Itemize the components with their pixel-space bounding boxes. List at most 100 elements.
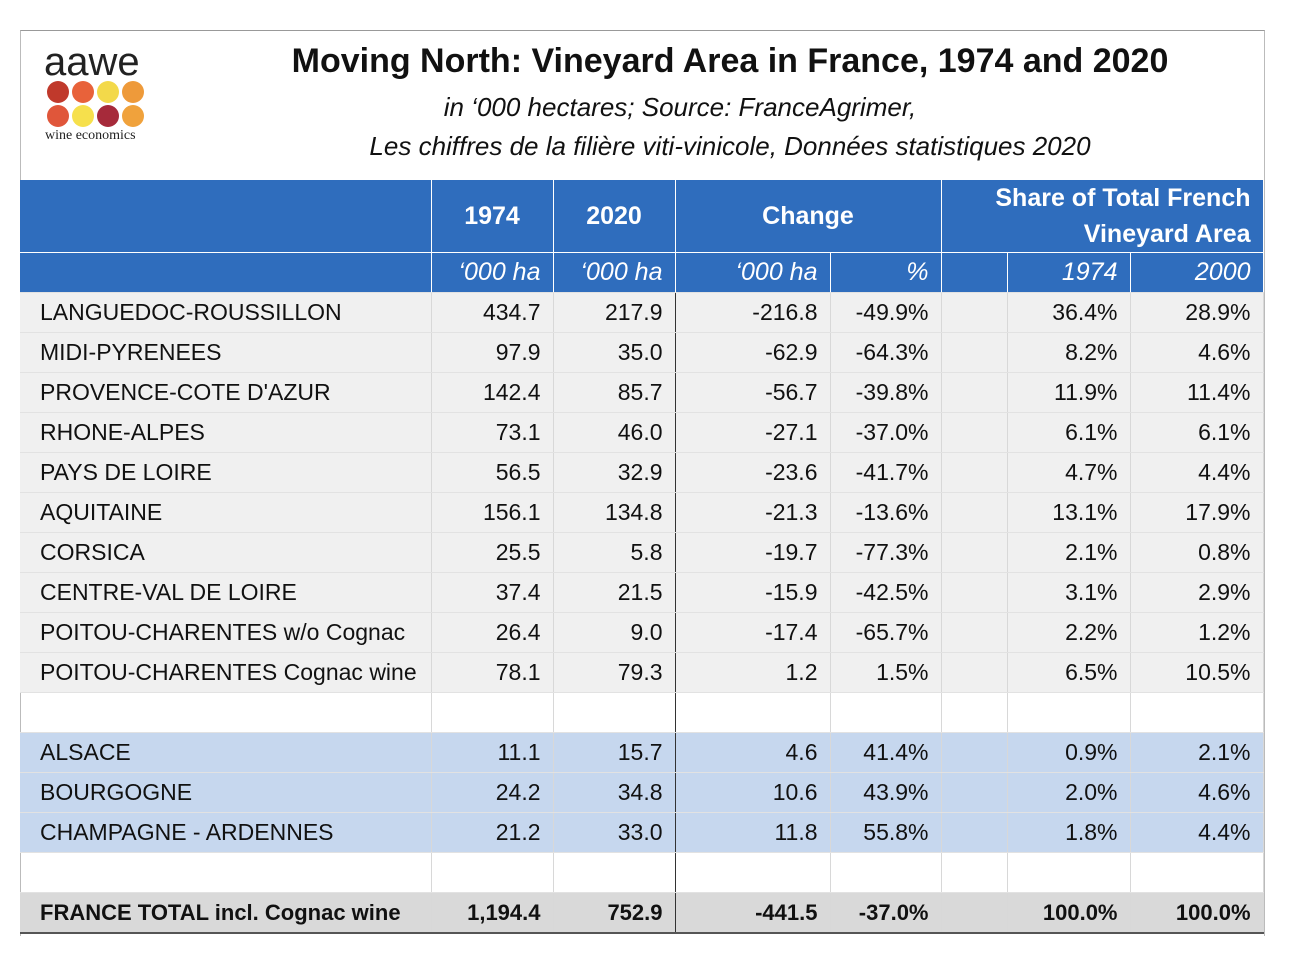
subtitle: in ‘000 hectares; Source: FranceAgrimer, xyxy=(443,92,917,122)
table-cell: CHAMPAGNE - ARDENNES xyxy=(20,812,432,853)
header-line: Vineyard Area xyxy=(1083,220,1251,248)
table-cell: 56.5 xyxy=(431,452,554,493)
table-cell: -77.3% xyxy=(830,532,942,573)
table-cell: 1.2 xyxy=(675,652,831,693)
table-cell xyxy=(20,180,432,253)
table-cell: 6.1% xyxy=(1130,412,1264,453)
table-cell: 37.4 xyxy=(431,572,554,613)
table-cell xyxy=(1007,692,1131,733)
table-cell xyxy=(941,772,1008,813)
table-cell xyxy=(941,572,1008,613)
table-cell xyxy=(941,292,1008,333)
table-cell xyxy=(20,692,432,733)
table-cell: Change xyxy=(675,180,942,253)
table-cell: CENTRE-VAL DE LOIRE xyxy=(20,572,432,613)
table-cell: 79.3 xyxy=(553,652,676,693)
table-cell: 41.4% xyxy=(830,732,942,773)
table-cell xyxy=(941,852,1008,893)
table-cell: -17.4 xyxy=(675,612,831,653)
table-cell: 11.9% xyxy=(1007,372,1131,413)
table-cell: -64.3% xyxy=(830,332,942,373)
table-cell: 25.5 xyxy=(431,532,554,573)
table-cell: -15.9 xyxy=(675,572,831,613)
table-cell: -65.7% xyxy=(830,612,942,653)
table-cell: 34.8 xyxy=(553,772,676,813)
table-cell: -23.6 xyxy=(675,452,831,493)
table-row: FRANCE TOTAL incl. Cognac wine 1,194.4 752… xyxy=(20,892,1264,934)
table-cell: -37.0% xyxy=(830,412,942,453)
table-cell: 434.7 xyxy=(431,292,554,333)
table-cell: 4.6% xyxy=(1130,332,1264,373)
table-cell: 2.2% xyxy=(1007,612,1131,653)
table-cell: 2.1% xyxy=(1130,732,1264,773)
table-cell: 78.1 xyxy=(431,652,554,693)
table-cell xyxy=(675,852,831,893)
table-cell: 156.1 xyxy=(431,492,554,533)
table-cell: 4.6 xyxy=(675,732,831,773)
table-cell: 43.9% xyxy=(830,772,942,813)
table-cell: 1974 xyxy=(431,180,554,253)
table-cell: Share of Total French Vineyard Area xyxy=(941,180,1264,253)
table-cell: -216.8 xyxy=(675,292,831,333)
table-cell: 1974 xyxy=(1007,252,1131,293)
table-cell xyxy=(20,852,432,893)
table-cell: 32.9 xyxy=(553,452,676,493)
table-cell: 142.4 xyxy=(431,372,554,413)
table-cell: POITOU-CHARENTES w/o Cognac xyxy=(20,612,432,653)
table-cell: 33.0 xyxy=(553,812,676,853)
table-row: MIDI-PYRENEES 97.9 35.0 -62.9 -64.3% 8.2% 4.6% xyxy=(20,332,1264,373)
table-cell: 4.4% xyxy=(1130,452,1264,493)
table-cell: 0.8% xyxy=(1130,532,1264,573)
table-row: BOURGOGNE 24.2 34.8 10.6 43.9% 2.0% 4.6% xyxy=(20,772,1264,813)
table-cell xyxy=(1130,692,1264,733)
table-cell: % xyxy=(830,252,942,293)
table-cell: FRANCE TOTAL incl. Cognac wine xyxy=(20,892,432,934)
table-cell: 11.1 xyxy=(431,732,554,773)
table-cell xyxy=(431,852,554,893)
table-row xyxy=(20,852,1264,893)
table-cell: 17.9% xyxy=(1130,492,1264,533)
table-cell: 13.1% xyxy=(1007,492,1131,533)
table-cell: 1,194.4 xyxy=(431,892,554,934)
table-cell: -42.5% xyxy=(830,572,942,613)
table-cell: 3.1% xyxy=(1007,572,1131,613)
table-row: POITOU-CHARENTES Cognac wine 78.1 79.3 1.2 1… xyxy=(20,652,1264,693)
table-cell: 8.2% xyxy=(1007,332,1131,373)
table-cell: PAYS DE LOIRE xyxy=(20,452,432,493)
table-cell: 2.1% xyxy=(1007,532,1131,573)
table-row: LANGUEDOC-ROUSSILLON 434.7 217.9 -216.8 -49.… xyxy=(20,292,1264,333)
table-cell: LANGUEDOC-ROUSSILLON xyxy=(20,292,432,333)
table-cell: -19.7 xyxy=(675,532,831,573)
table-cell: 85.7 xyxy=(553,372,676,413)
table-cell: 100.0% xyxy=(1007,892,1131,934)
table-cell: 28.9% xyxy=(1130,292,1264,333)
title: Moving North: Vineyard Area in France, 1… xyxy=(291,42,1169,80)
subtitle: Les chiffres de la filière viti-vinicole… xyxy=(369,131,1091,161)
table-row: ALSACE 11.1 15.7 4.6 41.4% 0.9% 2.1% xyxy=(20,732,1264,773)
table-row: POITOU-CHARENTES w/o Cognac 26.4 9.0 -17.4-… xyxy=(20,612,1264,653)
table-cell xyxy=(830,692,942,733)
table-cell: 15.7 xyxy=(553,732,676,773)
table-cell: -13.6% xyxy=(830,492,942,533)
header-line: Share of Total French xyxy=(995,184,1251,212)
table-cell: 0.9% xyxy=(1007,732,1131,773)
table-cell: MIDI-PYRENEES xyxy=(20,332,432,373)
table-cell: -62.9 xyxy=(675,332,831,373)
table-cell: 11.4% xyxy=(1130,372,1264,413)
table-row: PROVENCE-COTE D'AZUR 142.4 85.7 -56.7 -39.8%… xyxy=(20,372,1264,413)
table-cell: -21.3 xyxy=(675,492,831,533)
table-cell: ‘000 ha xyxy=(675,252,831,293)
table-cell xyxy=(941,452,1008,493)
table-cell xyxy=(20,252,432,293)
table-cell: 1.8% xyxy=(1007,812,1131,853)
logo-dots xyxy=(47,81,144,127)
table-row: CORSICA 25.5 5.8 -19.7 -77.3% 2.1% 0.8% xyxy=(20,532,1264,573)
table-row: PAYS DE LOIRE 56.5 32.9 -23.6 -41.7% 4.7% 4.4% xyxy=(20,452,1264,493)
table-row: 1974 2020 Change Share of Total French Viney… xyxy=(20,180,1264,253)
table-cell: ‘000 ha xyxy=(431,252,554,293)
table-cell xyxy=(675,692,831,733)
table-cell xyxy=(431,692,554,733)
table-cell xyxy=(830,852,942,893)
table-cell: 46.0 xyxy=(553,412,676,453)
